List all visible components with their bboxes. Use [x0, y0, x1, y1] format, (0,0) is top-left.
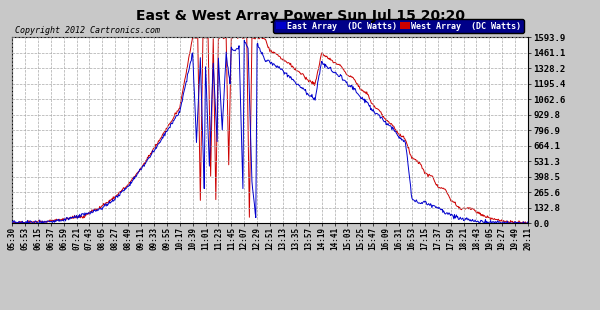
- Legend: East Array  (DC Watts), West Array  (DC Watts): East Array (DC Watts), West Array (DC Wa…: [273, 19, 524, 33]
- Text: Copyright 2012 Cartronics.com: Copyright 2012 Cartronics.com: [14, 26, 160, 35]
- Text: East & West Array Power Sun Jul 15 20:20: East & West Array Power Sun Jul 15 20:20: [136, 9, 464, 23]
